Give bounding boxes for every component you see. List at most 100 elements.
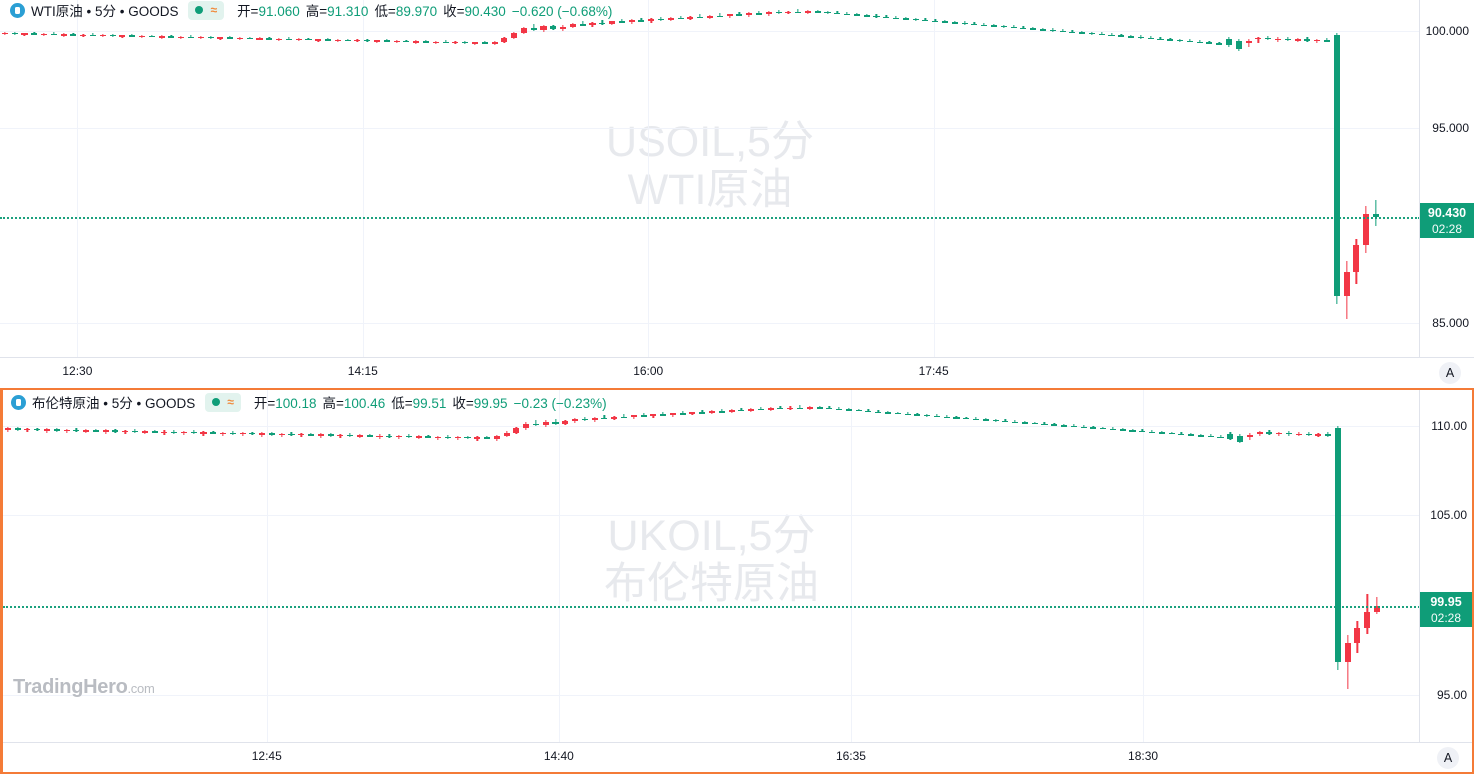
candlestick: [148, 0, 155, 358]
candlestick: [687, 0, 694, 358]
candlestick: [464, 390, 471, 743]
time-axis-label: 17:45: [918, 364, 949, 378]
candlestick: [131, 390, 139, 743]
candlestick: [922, 0, 929, 358]
candlestick: [1315, 390, 1322, 743]
grid-line-vertical: [77, 0, 79, 358]
candlestick: [1225, 0, 1233, 358]
low-label: 低=: [374, 4, 396, 19]
candlestick: [249, 390, 256, 743]
price-axis-ukoil[interactable]: 99.95 02:28 110.00 105.00 95.00: [1419, 390, 1472, 743]
close-value: 99.95: [473, 396, 508, 411]
candlestick: [1216, 0, 1223, 358]
chart-pane-usoil[interactable]: WTI原油 • 5分 • GOODS ≈ 开=91.060 高=91.310 低=8…: [0, 0, 1474, 388]
time-axis-label: 14:15: [347, 364, 378, 378]
candlestick: [41, 0, 48, 358]
candlestick: [1304, 0, 1311, 358]
plot-area-ukoil[interactable]: UKOIL,5分 布伦特原油 TradingHero.com: [3, 390, 1420, 743]
time-axis-usoil[interactable]: A 12:30 14:15 16:00 17:45: [0, 357, 1474, 388]
change-percent: (−0.68%): [557, 4, 613, 19]
candlestick: [513, 390, 520, 743]
legend-indicator-pill[interactable]: ≈: [188, 0, 225, 20]
plot-area-usoil[interactable]: USOIL,5分 WTI原油: [0, 0, 1420, 358]
candlestick: [990, 0, 998, 358]
candlestick: [677, 0, 684, 358]
price-axis-label: 85.000: [1432, 315, 1469, 330]
candlestick: [239, 390, 246, 743]
candlestick: [481, 0, 488, 358]
candlestick: [971, 0, 978, 358]
candlestick: [748, 390, 755, 743]
symbol-title[interactable]: WTI原油 • 5分 • GOODS: [31, 4, 179, 19]
price-axis-usoil[interactable]: 90.430 02:28 100.000 95.000 85.000: [1419, 0, 1474, 358]
candlestick: [572, 390, 579, 743]
brand-watermark: TradingHero.com: [13, 676, 155, 699]
auto-scale-button[interactable]: A: [1439, 362, 1461, 384]
symbol-title[interactable]: 布伦特原油 • 5分 • GOODS: [32, 396, 196, 411]
candlestick: [138, 0, 146, 358]
price-axis-label: 105.00: [1430, 508, 1467, 523]
candlestick: [973, 390, 980, 743]
candlestick: [298, 390, 305, 743]
candlestick: [1245, 0, 1252, 358]
candlestick: [669, 390, 676, 743]
candlestick: [171, 390, 178, 743]
candlestick: [511, 0, 518, 358]
symbol-logo-icon: [11, 394, 26, 410]
time-axis-label: 12:45: [251, 749, 282, 763]
candlestick: [1147, 0, 1154, 358]
candlestick: [425, 390, 432, 743]
candlestick: [246, 0, 253, 358]
legend-pane-1: WTI原油 • 5分 • GOODS ≈ 开=91.060 高=91.310 低=8…: [10, 0, 612, 20]
candlestick: [1217, 390, 1224, 743]
candlestick: [366, 390, 373, 743]
candlestick: [452, 0, 459, 358]
grid-line: [3, 425, 1420, 427]
status-dot-icon: [195, 6, 204, 14]
candlestick: [405, 390, 412, 743]
candlestick: [207, 0, 214, 358]
candlestick: [462, 0, 469, 358]
candlestick: [50, 0, 57, 358]
candlestick: [767, 390, 774, 743]
candlestick: [552, 390, 559, 743]
candlestick: [1049, 0, 1056, 358]
candlestick: [1039, 0, 1046, 358]
candlestick: [1158, 390, 1165, 743]
candlestick: [99, 0, 106, 358]
candlestick: [386, 390, 393, 743]
time-axis-label: 16:00: [633, 364, 664, 378]
auto-scale-button[interactable]: A: [1437, 747, 1459, 769]
legend-indicator-pill[interactable]: ≈: [205, 392, 241, 412]
candlestick: [1266, 390, 1273, 743]
candlestick: [863, 0, 870, 358]
candlestick: [278, 390, 285, 743]
grid-line-vertical: [266, 390, 268, 743]
price-axis-label: 95.000: [1432, 121, 1469, 136]
candlestick: [285, 0, 292, 358]
candlestick: [471, 0, 478, 358]
wave-icon: ≈: [210, 3, 218, 17]
open-label: 开=: [253, 396, 276, 411]
candlestick: [83, 390, 90, 743]
candlestick: [1206, 0, 1213, 358]
time-axis-label: 14:40: [543, 749, 574, 763]
candlestick: [161, 390, 168, 743]
grid-line: [0, 31, 1420, 33]
candlestick: [315, 0, 322, 358]
candlestick: [1030, 0, 1037, 358]
candlestick: [141, 390, 148, 743]
chart-pane-ukoil[interactable]: 布伦特原油 • 5分 • GOODS ≈ 开=100.18 高=100.46 低=9…: [0, 388, 1474, 774]
candlestick: [1088, 0, 1095, 358]
candlestick: [1020, 0, 1027, 358]
candlestick: [503, 390, 510, 743]
symbol-logo-icon: [10, 2, 25, 18]
time-axis-ukoil[interactable]: A 12:45 14:40 16:35 18:30: [3, 742, 1472, 772]
time-axis-label: 16:35: [835, 749, 866, 763]
candlestick: [1080, 390, 1087, 743]
candlestick: [268, 390, 275, 743]
candlestick: [562, 390, 569, 743]
candlestick: [1186, 0, 1193, 358]
candlestick: [912, 0, 919, 358]
